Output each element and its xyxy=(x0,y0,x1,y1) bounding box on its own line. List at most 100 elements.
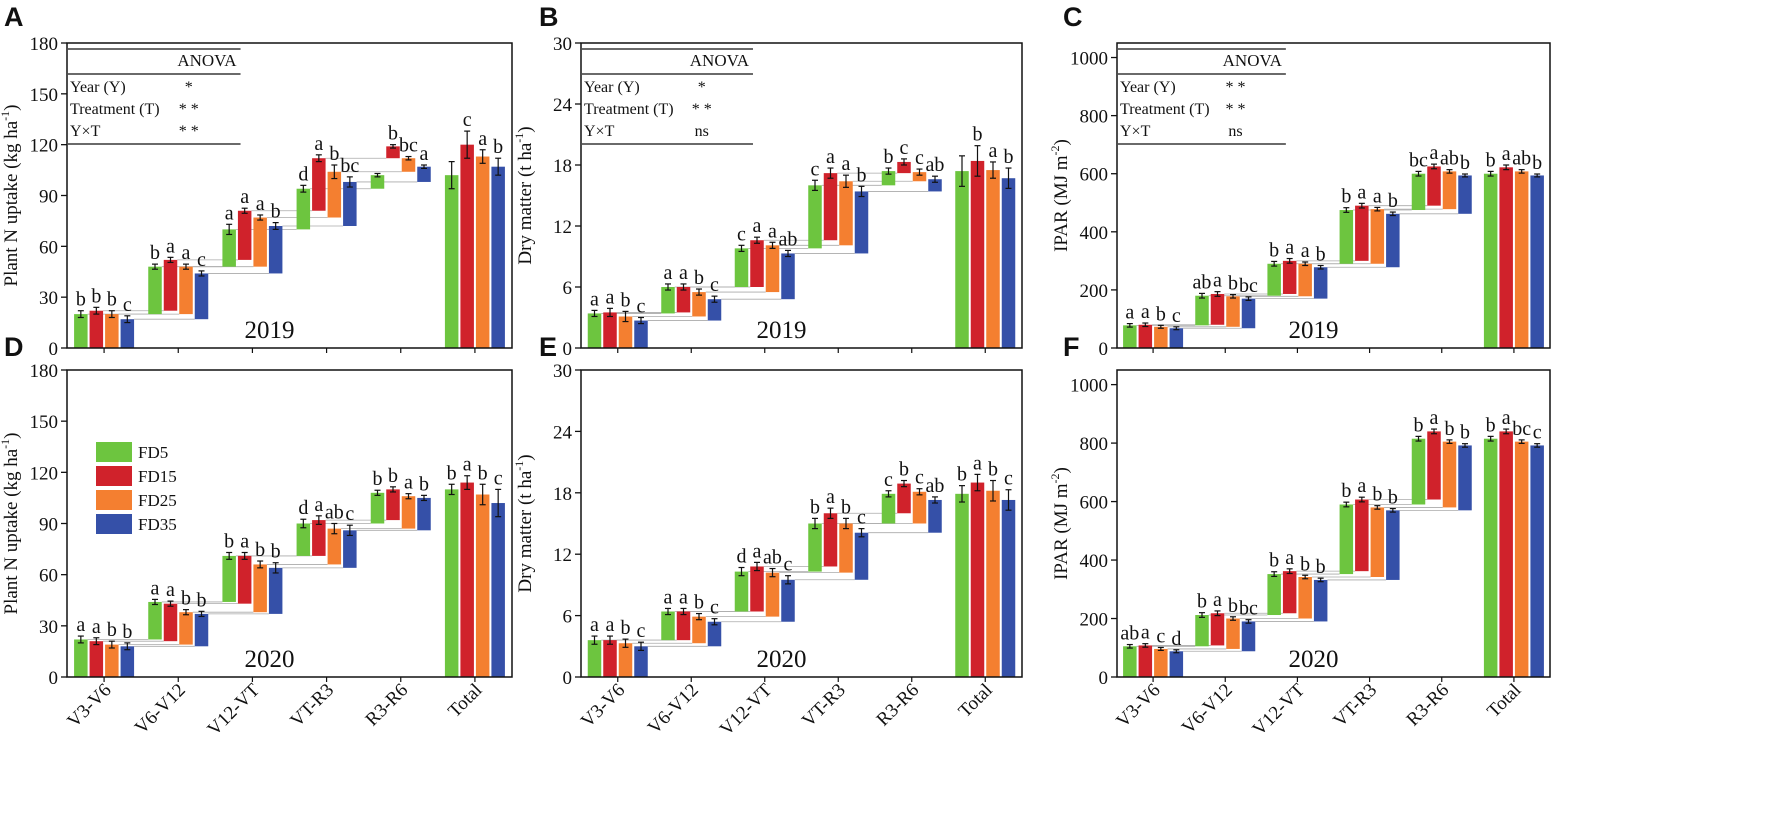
significance-letter: b xyxy=(1460,152,1470,174)
significance-letter: ab xyxy=(1512,148,1531,170)
significance-letter: b xyxy=(447,462,457,484)
anova-significance: * xyxy=(185,79,193,96)
bar-FD35-Total xyxy=(491,166,505,348)
plot-frame xyxy=(66,42,513,349)
significance-letter: a xyxy=(314,494,323,516)
bar-FD25-V6-V12 xyxy=(692,616,706,644)
significance-letter: b xyxy=(1486,414,1496,436)
significance-letter: d xyxy=(737,546,747,568)
significance-letter: b xyxy=(1388,487,1398,509)
significance-letter: bc xyxy=(1239,598,1258,620)
anova-factor: Year (Y) xyxy=(1120,79,1176,96)
significance-letter: b xyxy=(493,136,503,158)
bar-FD35-VT-R3 xyxy=(1386,213,1400,268)
significance-letter: c xyxy=(123,294,132,316)
anova-title: ANOVA xyxy=(177,51,237,70)
bar-FD25-V12-VT xyxy=(1298,263,1312,297)
anova-factor: Year (Y) xyxy=(584,79,640,96)
y-tick-label: 6 xyxy=(563,607,573,628)
anova-significance: * * xyxy=(692,101,712,118)
bar-FD5-VT-R3 xyxy=(808,523,822,572)
bar-FD35-V12-VT xyxy=(1313,579,1328,622)
significance-letter: a xyxy=(463,454,472,476)
x-tick-label: R3-R6 xyxy=(1403,680,1454,731)
significance-letter: a xyxy=(1213,589,1222,611)
significance-letter: a xyxy=(842,153,851,175)
significance-letter: a xyxy=(679,586,688,608)
panel-A: A 0 30 60 90 120 150 180 Plant N uptake (kg ha-1… xyxy=(0,2,513,360)
legend-label: FD15 xyxy=(138,467,177,486)
bar-FD25-R3-R6 xyxy=(401,158,416,172)
significance-letter: a xyxy=(166,579,175,601)
bar-FD25-VT-R3 xyxy=(839,523,853,573)
bar-FD35-V6-V12 xyxy=(1241,298,1256,329)
bar-FD15-V12-VT xyxy=(237,210,252,260)
y-tick-label: 120 xyxy=(30,136,59,157)
significance-letter: a xyxy=(989,140,998,162)
significance-letter: b xyxy=(694,267,704,289)
significance-letter: b xyxy=(419,473,429,495)
significance-letter: c xyxy=(1533,422,1542,444)
bar-FD15-V6-V12 xyxy=(1210,613,1225,646)
bar-FD35-Total xyxy=(1001,178,1016,348)
panel-letter: B xyxy=(539,2,559,32)
y-tick-label: 800 xyxy=(1080,434,1109,455)
bar-FD25-VT-R3 xyxy=(1370,209,1385,264)
y-axis-label: Dry matter (t ha-1) xyxy=(512,126,536,264)
significance-letter: ab xyxy=(1193,271,1212,293)
significance-letter: a xyxy=(1357,475,1366,497)
significance-letter: a xyxy=(240,186,249,208)
panel-letter: F xyxy=(1063,332,1080,362)
significance-letter: b xyxy=(150,242,160,264)
bar-FD15-VT-R3 xyxy=(1355,205,1369,261)
y-tick-label: 60 xyxy=(39,237,58,258)
bar-FD15-V6-V12 xyxy=(163,259,178,311)
significance-letter: c xyxy=(811,158,820,180)
bar-FD25-V6-V12 xyxy=(179,612,193,645)
bar-FD35-V3-V6 xyxy=(634,320,648,348)
y-tick-label: 0 xyxy=(49,668,59,689)
bar-FD15-R3-R6 xyxy=(897,483,911,514)
bar-FD25-V6-V12 xyxy=(1226,296,1240,327)
bar-FD35-V6-V12 xyxy=(707,621,722,647)
significance-letter: a xyxy=(1285,237,1294,259)
significance-letter: a xyxy=(679,262,688,284)
significance-letter: b xyxy=(1341,480,1351,502)
significance-letter: bc xyxy=(1512,418,1531,440)
x-tick-label: V3-V6 xyxy=(63,680,115,732)
anova-factor: Y×T xyxy=(70,123,101,140)
significance-letter: b xyxy=(388,465,398,487)
significance-letter: a xyxy=(1373,185,1382,207)
significance-letter: c xyxy=(1004,468,1013,490)
anova-factor: Treatment (T) xyxy=(1120,101,1210,118)
y-tick-label: 1000 xyxy=(1070,376,1108,397)
significance-letter: ab xyxy=(926,475,945,497)
y-tick-label: 30 xyxy=(39,288,58,309)
bar-FD5-VT-R3 xyxy=(296,188,311,230)
bar-FD5-Total xyxy=(1483,173,1498,348)
bar-FD5-V12-VT xyxy=(222,229,236,267)
y-tick-label: 600 xyxy=(1080,493,1109,514)
significance-letter: b xyxy=(181,588,191,610)
bar-FD5-V3-V6 xyxy=(1123,646,1137,677)
y-tick-label: 12 xyxy=(553,217,572,238)
significance-letter: a xyxy=(606,614,615,636)
significance-letter: b xyxy=(1269,239,1279,261)
significance-letter: b xyxy=(841,496,851,518)
y-tick-label: 180 xyxy=(30,34,59,55)
significance-letter: b xyxy=(271,201,281,223)
x-tick-label: Total xyxy=(955,680,997,722)
significance-letter: b xyxy=(1269,550,1279,572)
bar-FD15-V12-VT xyxy=(1282,260,1297,294)
y-tick-label: 0 xyxy=(1099,339,1109,360)
y-axis-label: Plant N uptake (kg ha-1) xyxy=(0,432,22,614)
anova-significance: ns xyxy=(695,123,709,140)
y-tick-label: 18 xyxy=(553,156,572,177)
bar-FD25-V6-V12 xyxy=(692,292,706,317)
significance-letter: ab xyxy=(1120,623,1139,645)
significance-letter: a xyxy=(76,614,85,636)
bar-FD5-VT-R3 xyxy=(808,185,822,249)
bar-FD35-V3-V6 xyxy=(1169,651,1184,677)
significance-letter: c xyxy=(857,507,866,529)
x-tick-label: V6-V12 xyxy=(1178,680,1237,739)
